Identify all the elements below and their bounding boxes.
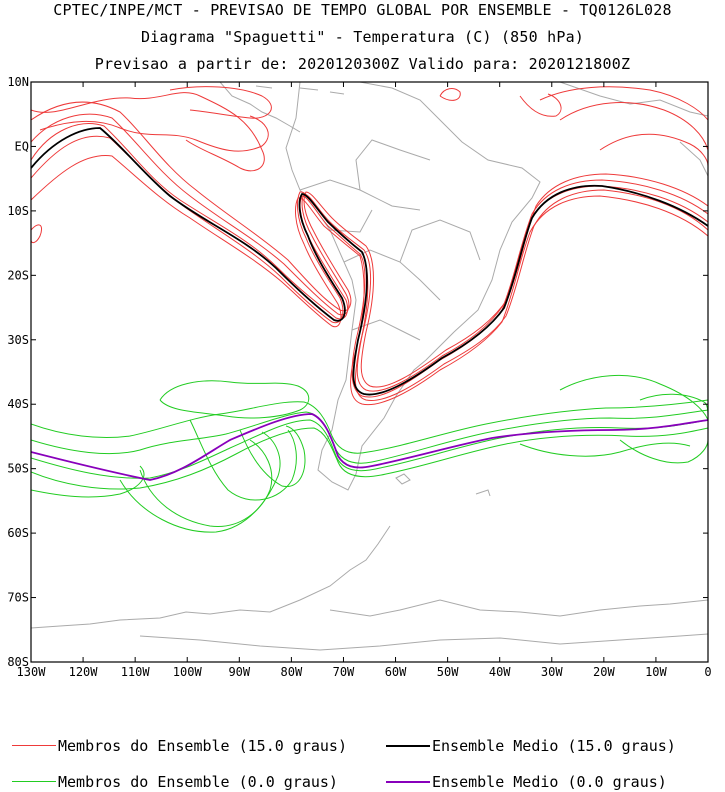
antarctic-peninsula — [31, 525, 391, 629]
member-15c-line — [31, 101, 708, 388]
member-0c-line — [31, 399, 708, 454]
legend-label-members-0c: Membros do Ensemble (0.0 graus) — [58, 773, 338, 791]
member-15c-line — [31, 224, 43, 244]
legend-swatch-mean-15c — [386, 745, 430, 747]
title-line-2: Diagrama "Spaguetti" - Temperatura (C) (… — [140, 28, 585, 46]
member-0c-line — [639, 393, 708, 417]
member-0c-line — [31, 419, 708, 479]
antarctica-coast — [329, 599, 708, 617]
member-0c-line — [559, 375, 708, 421]
legend-mean-0c: Ensemble Medio (0.0 graus) — [386, 773, 716, 791]
lat-tick-label: 10N — [7, 75, 29, 89]
lat-tick-label: 20S — [7, 268, 29, 282]
members-15c — [31, 86, 708, 406]
legend-swatch-members-0c — [12, 781, 56, 782]
members-0c — [31, 375, 708, 533]
south-georgia — [475, 489, 491, 497]
member-15c-line — [599, 133, 708, 167]
lat-tick-label: 10S — [7, 204, 29, 218]
lat-tick-label: 70S — [7, 591, 29, 605]
legend-members-0c: Membros do Ensemble (0.0 graus) — [12, 773, 372, 791]
legend-mean-15c: Ensemble Medio (15.0 graus) — [386, 737, 716, 755]
member-0c-line — [239, 425, 306, 487]
member-15c-line — [31, 135, 708, 402]
lon-tick-label: 90W — [228, 665, 250, 679]
lon-tick-label: 100W — [173, 665, 203, 679]
falklands — [395, 473, 411, 485]
member-15c-line — [31, 123, 708, 398]
member-15c-line — [439, 88, 461, 101]
lat-tick-label: 60S — [7, 526, 29, 540]
lon-tick-label: 120W — [69, 665, 99, 679]
lon-tick-label: 30W — [541, 665, 563, 679]
lon-tick-label: 70W — [333, 665, 355, 679]
latitude-axis: 10N EQ 10S 20S 30S 40S 50S 60S 70S 80S — [7, 75, 29, 669]
caribbean-islands — [255, 85, 345, 95]
member-15c-line — [31, 113, 708, 392]
lon-tick-label: 50W — [437, 665, 459, 679]
lat-tick-label: 50S — [7, 462, 29, 476]
coastlines — [31, 82, 708, 651]
africa-coast — [559, 82, 708, 177]
legend-swatch-members-15c — [12, 745, 56, 746]
member-15c-line — [559, 102, 708, 151]
lon-tick-label: 80W — [281, 665, 303, 679]
member-0c-line — [519, 442, 691, 457]
lat-tick-label: 30S — [7, 333, 29, 347]
lon-tick-label: 20W — [593, 665, 615, 679]
member-15c-line — [519, 93, 562, 117]
title-line-3: Previsao a partir de: 2020120300Z Valido… — [94, 55, 631, 73]
lon-tick-label: 130W — [17, 665, 47, 679]
longitude-axis: 130W 120W 110W 100W 90W 80W 70W 60W 50W 40W 30W 20W… — [17, 665, 712, 679]
mean-15c-line — [31, 127, 708, 396]
axis-ticks — [30, 81, 709, 663]
member-0c-line — [31, 465, 145, 498]
map-frame — [30, 81, 709, 663]
member-0c-line — [31, 427, 708, 490]
lon-tick-label: 10W — [645, 665, 667, 679]
lon-tick-label: 110W — [121, 665, 151, 679]
member-15c-line — [39, 115, 269, 152]
ice-shelf — [139, 633, 708, 651]
title-line-1: CPTEC/INPE/MCT - PREVISAO DE TEMPO GLOBA… — [53, 1, 672, 19]
lon-tick-label: 60W — [385, 665, 407, 679]
lat-tick-label: 40S — [7, 397, 29, 411]
legend-swatch-mean-0c — [386, 781, 430, 783]
member-0c-line — [619, 439, 708, 464]
legend-label-mean-0c: Ensemble Medio (0.0 graus) — [432, 773, 667, 791]
legend-members-15c: Membros do Ensemble (15.0 graus) — [12, 737, 372, 755]
south-america-coast — [285, 82, 541, 491]
member-0c-line — [139, 439, 273, 528]
member-15c-line — [31, 92, 265, 172]
lon-tick-label: 40W — [489, 665, 511, 679]
mean-0c-line — [31, 413, 708, 481]
member-15c-line — [31, 155, 708, 406]
member-0c-line — [119, 431, 281, 533]
legend-label-mean-15c: Ensemble Medio (15.0 graus) — [432, 737, 676, 755]
country-borders — [299, 139, 481, 341]
member-0c-line — [159, 380, 310, 419]
member-15c-line — [169, 86, 272, 119]
member-15c-line — [539, 86, 708, 121]
central-america-coast — [219, 82, 301, 133]
lat-tick-label: EQ — [15, 139, 29, 153]
lon-tick-label: 0 — [704, 665, 711, 679]
lat-tick-label: 80S — [7, 655, 29, 669]
member-0c-line — [189, 419, 297, 501]
legend-label-members-15c: Membros do Ensemble (15.0 graus) — [58, 737, 347, 755]
